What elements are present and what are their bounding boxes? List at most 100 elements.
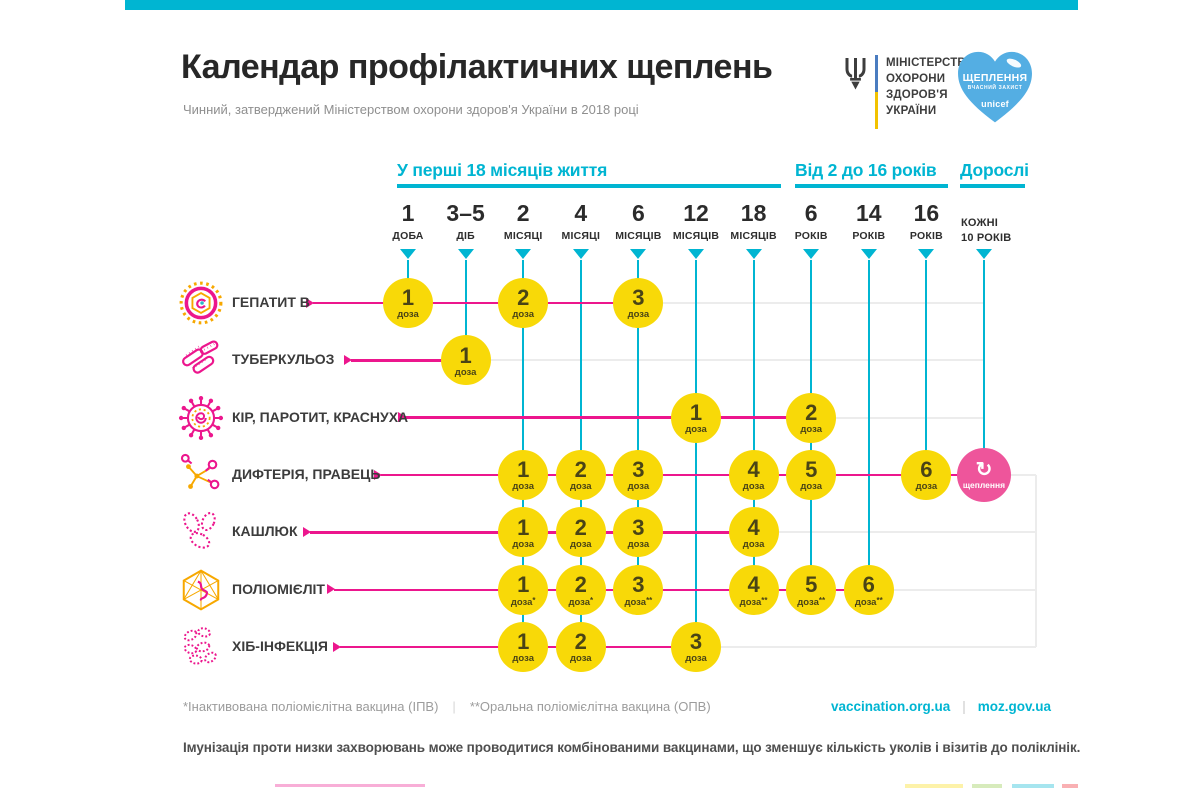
column-marker-triangle-icon [515,249,532,259]
column-marker-triangle-icon [976,249,992,259]
vaccination-heart-badge: ЩЕПЛЕННЯ ВЧАСНИЙ ЗАХИСТ unicef [952,44,1038,132]
column-age-number: 3–5 [446,200,485,226]
dose-number: 4 [747,571,760,597]
footnote-divider: | [452,699,456,714]
dose-unit: доза* [568,595,594,608]
row-arrow-icon [303,526,311,537]
dose-circle: 5 доза [786,450,837,501]
dose-unit: доза [685,653,707,665]
cutoff-artifacts [1012,784,1054,788]
dose-number: 2 [574,457,587,483]
cutoff-artifacts [1062,784,1078,788]
column-age-unit: РОКІВ [794,230,828,242]
dose-circle: 1 доза [498,622,549,673]
dose-circle: 1 доза [498,450,549,501]
age-group-underline [960,184,1025,188]
column-timeline [695,260,697,648]
heart-icon [958,51,1032,123]
column-age-unit: МІСЯЦІВ [615,230,662,242]
dose-number: 6 [920,457,933,483]
dose-circle: 2 доза [786,392,837,443]
dose-circle: 1 доза [440,335,491,386]
row-arrow-icon [374,469,382,480]
row-gridline [398,302,984,304]
dose-circle: 4 доза [728,507,779,558]
column-age-unit: МІСЯЦІ [561,230,601,242]
dose-unit: доза [685,423,707,435]
ministry-name: МІНІСТЕРСТВО ОХОРОНИ ЗДОРОВ'Я УКРАЇНИ [886,55,975,119]
dose-unit: доза [742,481,765,493]
dose-unit: доза [397,309,419,321]
dose-number: 2 [574,571,587,597]
dose-unit: доза [800,481,822,493]
footnotes: *Інактивована поліомієлітна вакцина (ІПВ… [183,699,711,714]
links-divider: | [962,699,966,714]
column-marker-triangle-icon [688,249,704,259]
dose-unit: доза [512,653,534,665]
column-timeline [464,260,467,361]
dose-unit: доза [512,538,534,550]
footnote-opv: **Оральна поліомієлітна вакцина (ОПВ) [469,699,711,714]
dose-unit: доза [512,309,534,321]
polio-virus-icon [178,567,224,613]
age-group-header: Дорослі [960,160,1029,180]
dose-circle: 5 доза** [786,564,837,615]
dose-circle: 6 доза** [843,564,894,615]
column-timeline [925,260,928,476]
dose-number: 1 [517,629,530,655]
heart-badge-title: ЩЕПЛЕННЯ [962,72,1028,84]
dose-circle: 1 доза [671,392,721,443]
dose-circle: 4 доза [728,450,779,501]
dose-number: 2 [805,399,818,425]
row-label-disease: КАШЛЮК [232,523,298,540]
page-subtitle: Чинний, затверджений Міністерством охоро… [183,102,639,117]
dose-unit: доза [570,538,592,550]
link-moz-gov-ua[interactable]: moz.gov.ua [977,699,1052,714]
dose-unit: доза [742,538,765,550]
dose-number: 3 [632,514,645,540]
dose-number: 5 [805,457,818,483]
dose-number: 4 [747,457,760,483]
dose-number: 2 [517,285,530,311]
dose-circle: 1 доза* [498,564,549,615]
dose-number: 1 [401,285,415,311]
dose-unit: доза** [797,595,826,608]
cutoff-artifacts [972,784,1002,788]
ministry-line: ОХОРОНИ [886,73,946,86]
dose-circle: 2 доза [498,278,549,328]
row-schedule-line [313,301,639,305]
dose-number: 3 [632,457,645,483]
dose-number: 3 [689,629,703,655]
column-marker-triangle-icon [745,249,762,259]
dose-circle: 1 доза [498,507,549,558]
heart-badge-subtitle: ВЧАСНИЙ ЗАХИСТ [967,85,1023,91]
dose-number: 2 [574,629,587,655]
dose-unit: доза** [624,595,653,608]
link-vaccination-org-ua[interactable]: vaccination.org.ua [831,699,951,714]
dose-circle: 2 доза* [555,564,606,615]
grid-right-edge [1035,475,1037,648]
flag-divider [875,55,878,129]
tuberculosis-bacteria-icon [178,337,224,383]
dose-unit: доза [454,366,477,378]
column-header-adults: КОЖНІ 10 РОКІВ [961,217,1012,245]
measles-virus-icon [178,395,224,441]
dose-unit: доза [800,423,822,435]
repeat-icon: ↻ [975,458,993,481]
column-age-unit: МІСЯЦІ [503,230,543,242]
row-arrow-icon [333,641,341,652]
row-label-disease: ТУБЕРКУЛЬОЗ [232,351,335,368]
column-age-unit: ДОБА [392,230,424,242]
age-group-underline [397,184,781,188]
dose-number: 4 [747,514,760,540]
dose-unit: доза [627,481,650,493]
column-timeline [867,260,870,590]
page-title: Календар профілактичних щеплень [181,48,773,86]
column-age-unit: МІСЯЦІВ [730,230,777,242]
top-accent-bar [125,0,1078,10]
column-marker-triangle-icon [457,249,474,259]
column-age-number: 6 [804,200,818,226]
booster-label: щеплення [962,479,1006,490]
ministry-line: МІНІСТЕРСТВО [886,57,975,69]
column-age-number: 4 [574,200,588,226]
